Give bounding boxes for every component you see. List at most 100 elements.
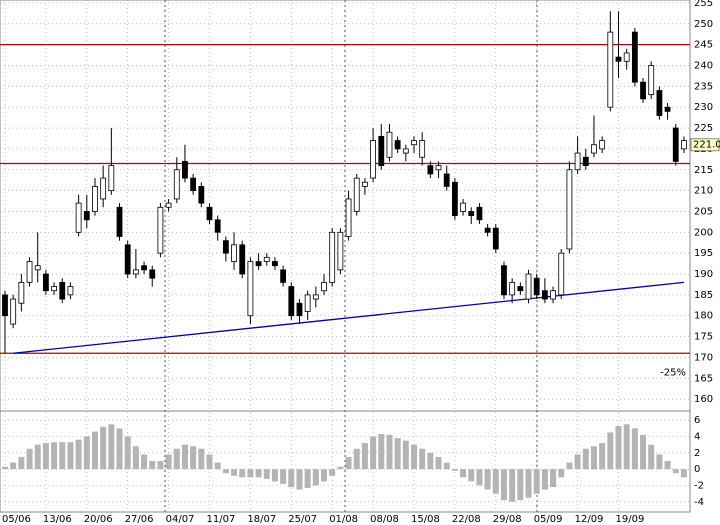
oscillator-bar xyxy=(394,438,401,470)
oscillator-bar xyxy=(91,431,98,470)
x-tick-label: 04/07 xyxy=(166,514,195,525)
candle-body xyxy=(411,140,417,146)
candle-body xyxy=(83,211,90,221)
candle-body xyxy=(533,277,540,296)
x-tick-label: 08/08 xyxy=(370,514,399,525)
y-tick-label: 175 xyxy=(694,332,713,343)
candle-body xyxy=(591,144,597,154)
candle-body xyxy=(468,211,475,217)
oscillator-bar xyxy=(124,436,131,470)
candle-body xyxy=(231,244,237,262)
oscillator-bar xyxy=(2,466,8,470)
x-tick-label: 15/08 xyxy=(411,514,440,525)
oscillator-bar xyxy=(190,446,197,470)
oscillator-bar xyxy=(321,469,328,482)
oscillator-bar xyxy=(640,434,647,470)
candle-body xyxy=(353,177,360,212)
oscillator-bar xyxy=(656,454,663,470)
x-tick-label: 05/06 xyxy=(2,514,31,525)
oscillator-bar xyxy=(370,436,377,470)
oscillator-bar xyxy=(75,439,82,470)
oscillator-bar xyxy=(648,444,655,470)
oscillator-bar xyxy=(100,426,107,470)
y-tick-label: 205 xyxy=(694,206,713,217)
y-tick-label: -4 xyxy=(694,497,704,508)
oscillator-bar xyxy=(533,469,540,494)
oscillator-bar xyxy=(623,424,630,470)
oscillator-bar xyxy=(304,469,311,488)
x-tick-label: 05/09 xyxy=(534,514,563,525)
candle-body xyxy=(558,252,565,296)
oscillator-bar xyxy=(680,469,687,478)
oscillator-bar xyxy=(460,469,467,478)
last-price-box xyxy=(690,138,720,152)
oscillator-bar xyxy=(509,469,516,502)
y-tick-label: 165 xyxy=(694,373,713,384)
oscillator-bar xyxy=(271,469,278,482)
candle-body xyxy=(321,281,327,292)
candle-body xyxy=(247,261,254,317)
oscillator-bar xyxy=(411,444,417,470)
oscillator-bar xyxy=(664,461,671,470)
x-tick-label: 25/07 xyxy=(288,514,317,525)
candle-body xyxy=(255,261,262,267)
oscillator-bar xyxy=(525,469,532,498)
candle-body xyxy=(2,294,8,317)
candle-body xyxy=(345,198,352,237)
y-tick-label: 250 xyxy=(694,19,713,30)
candle-body xyxy=(664,106,671,112)
y-tick-label: 170 xyxy=(694,352,713,363)
candle-body xyxy=(312,294,319,300)
x-tick-label: 11/07 xyxy=(207,514,236,525)
candle-body xyxy=(435,165,442,171)
candle-body xyxy=(132,269,139,275)
candle-body xyxy=(640,81,646,100)
oscillator-bar xyxy=(51,442,58,470)
oscillator-bar xyxy=(378,434,385,470)
oscillator-bar xyxy=(566,462,573,470)
candle-body xyxy=(370,140,377,179)
candle-body xyxy=(337,231,344,271)
oscillator-bar xyxy=(468,469,475,482)
oscillator-bar xyxy=(361,443,368,470)
oscillator-bar xyxy=(173,448,180,470)
x-tick-label: 27/06 xyxy=(125,514,154,525)
oscillator-bar xyxy=(550,469,557,488)
y-tick-label: -2 xyxy=(694,481,704,492)
oscillator-bar xyxy=(607,432,614,470)
oscillator-bar xyxy=(582,448,589,470)
oscillator-bar xyxy=(231,469,238,476)
oscillator-bar xyxy=(386,434,393,470)
oscillator-bar xyxy=(67,442,74,470)
candle-body xyxy=(141,265,147,271)
candle-body xyxy=(263,256,270,262)
oscillator-bar xyxy=(165,454,172,470)
y-tick-label: 195 xyxy=(694,248,713,259)
candle-body xyxy=(681,140,687,150)
oscillator-bar xyxy=(10,462,17,470)
y-tick-label: 0 xyxy=(694,464,700,475)
candle-body xyxy=(75,202,82,233)
candle-body xyxy=(443,173,450,187)
candle-body xyxy=(100,177,107,200)
y-tick-label: 210 xyxy=(694,186,713,197)
candle-body xyxy=(492,227,499,250)
candle-body xyxy=(280,269,287,283)
trendline xyxy=(13,281,685,354)
oscillator-bar xyxy=(353,448,360,470)
candle-body xyxy=(108,165,115,192)
candle-body xyxy=(362,181,368,187)
x-tick-label: 12/09 xyxy=(575,514,604,525)
oscillator-bar xyxy=(500,469,507,501)
oscillator-bar xyxy=(149,461,156,470)
candle-body xyxy=(222,240,229,254)
candle-body xyxy=(34,265,41,271)
x-tick-label: 22/08 xyxy=(452,514,481,525)
oscillator-bar xyxy=(288,469,295,488)
candle-body xyxy=(51,286,57,292)
y-tick-label: 255 xyxy=(694,0,713,9)
oscillator-bar xyxy=(18,456,25,470)
oscillator-bar xyxy=(631,428,638,470)
candle-body xyxy=(501,265,507,296)
